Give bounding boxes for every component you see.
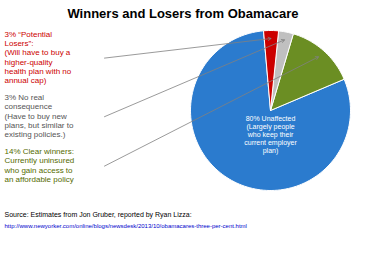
svg-text:3% “PotentialLosers”:(Will hav: 3% “PotentialLosers”:(Will have to buy a… (5, 30, 72, 85)
svg-text:http://www.newyorker.com/onlin: http://www.newyorker.com/online/blogs/ne… (5, 223, 247, 229)
svg-text:14% Clear winners:Currently un: 14% Clear winners:Currently uninsuredwho… (4, 147, 75, 184)
svg-text:Winners and Losers from Obamac: Winners and Losers from Obamacare (67, 6, 298, 21)
svg-text:3% No realconsequence(Have to: 3% No realconsequence(Have to buy newpla… (5, 93, 74, 139)
svg-text:80% Unaffected(Largely peoplew: 80% Unaffected(Largely peoplewho keep th… (244, 115, 297, 155)
svg-text:Source: Estimates from Jon Gru: Source: Estimates from Jon Gruber, repor… (5, 211, 192, 219)
